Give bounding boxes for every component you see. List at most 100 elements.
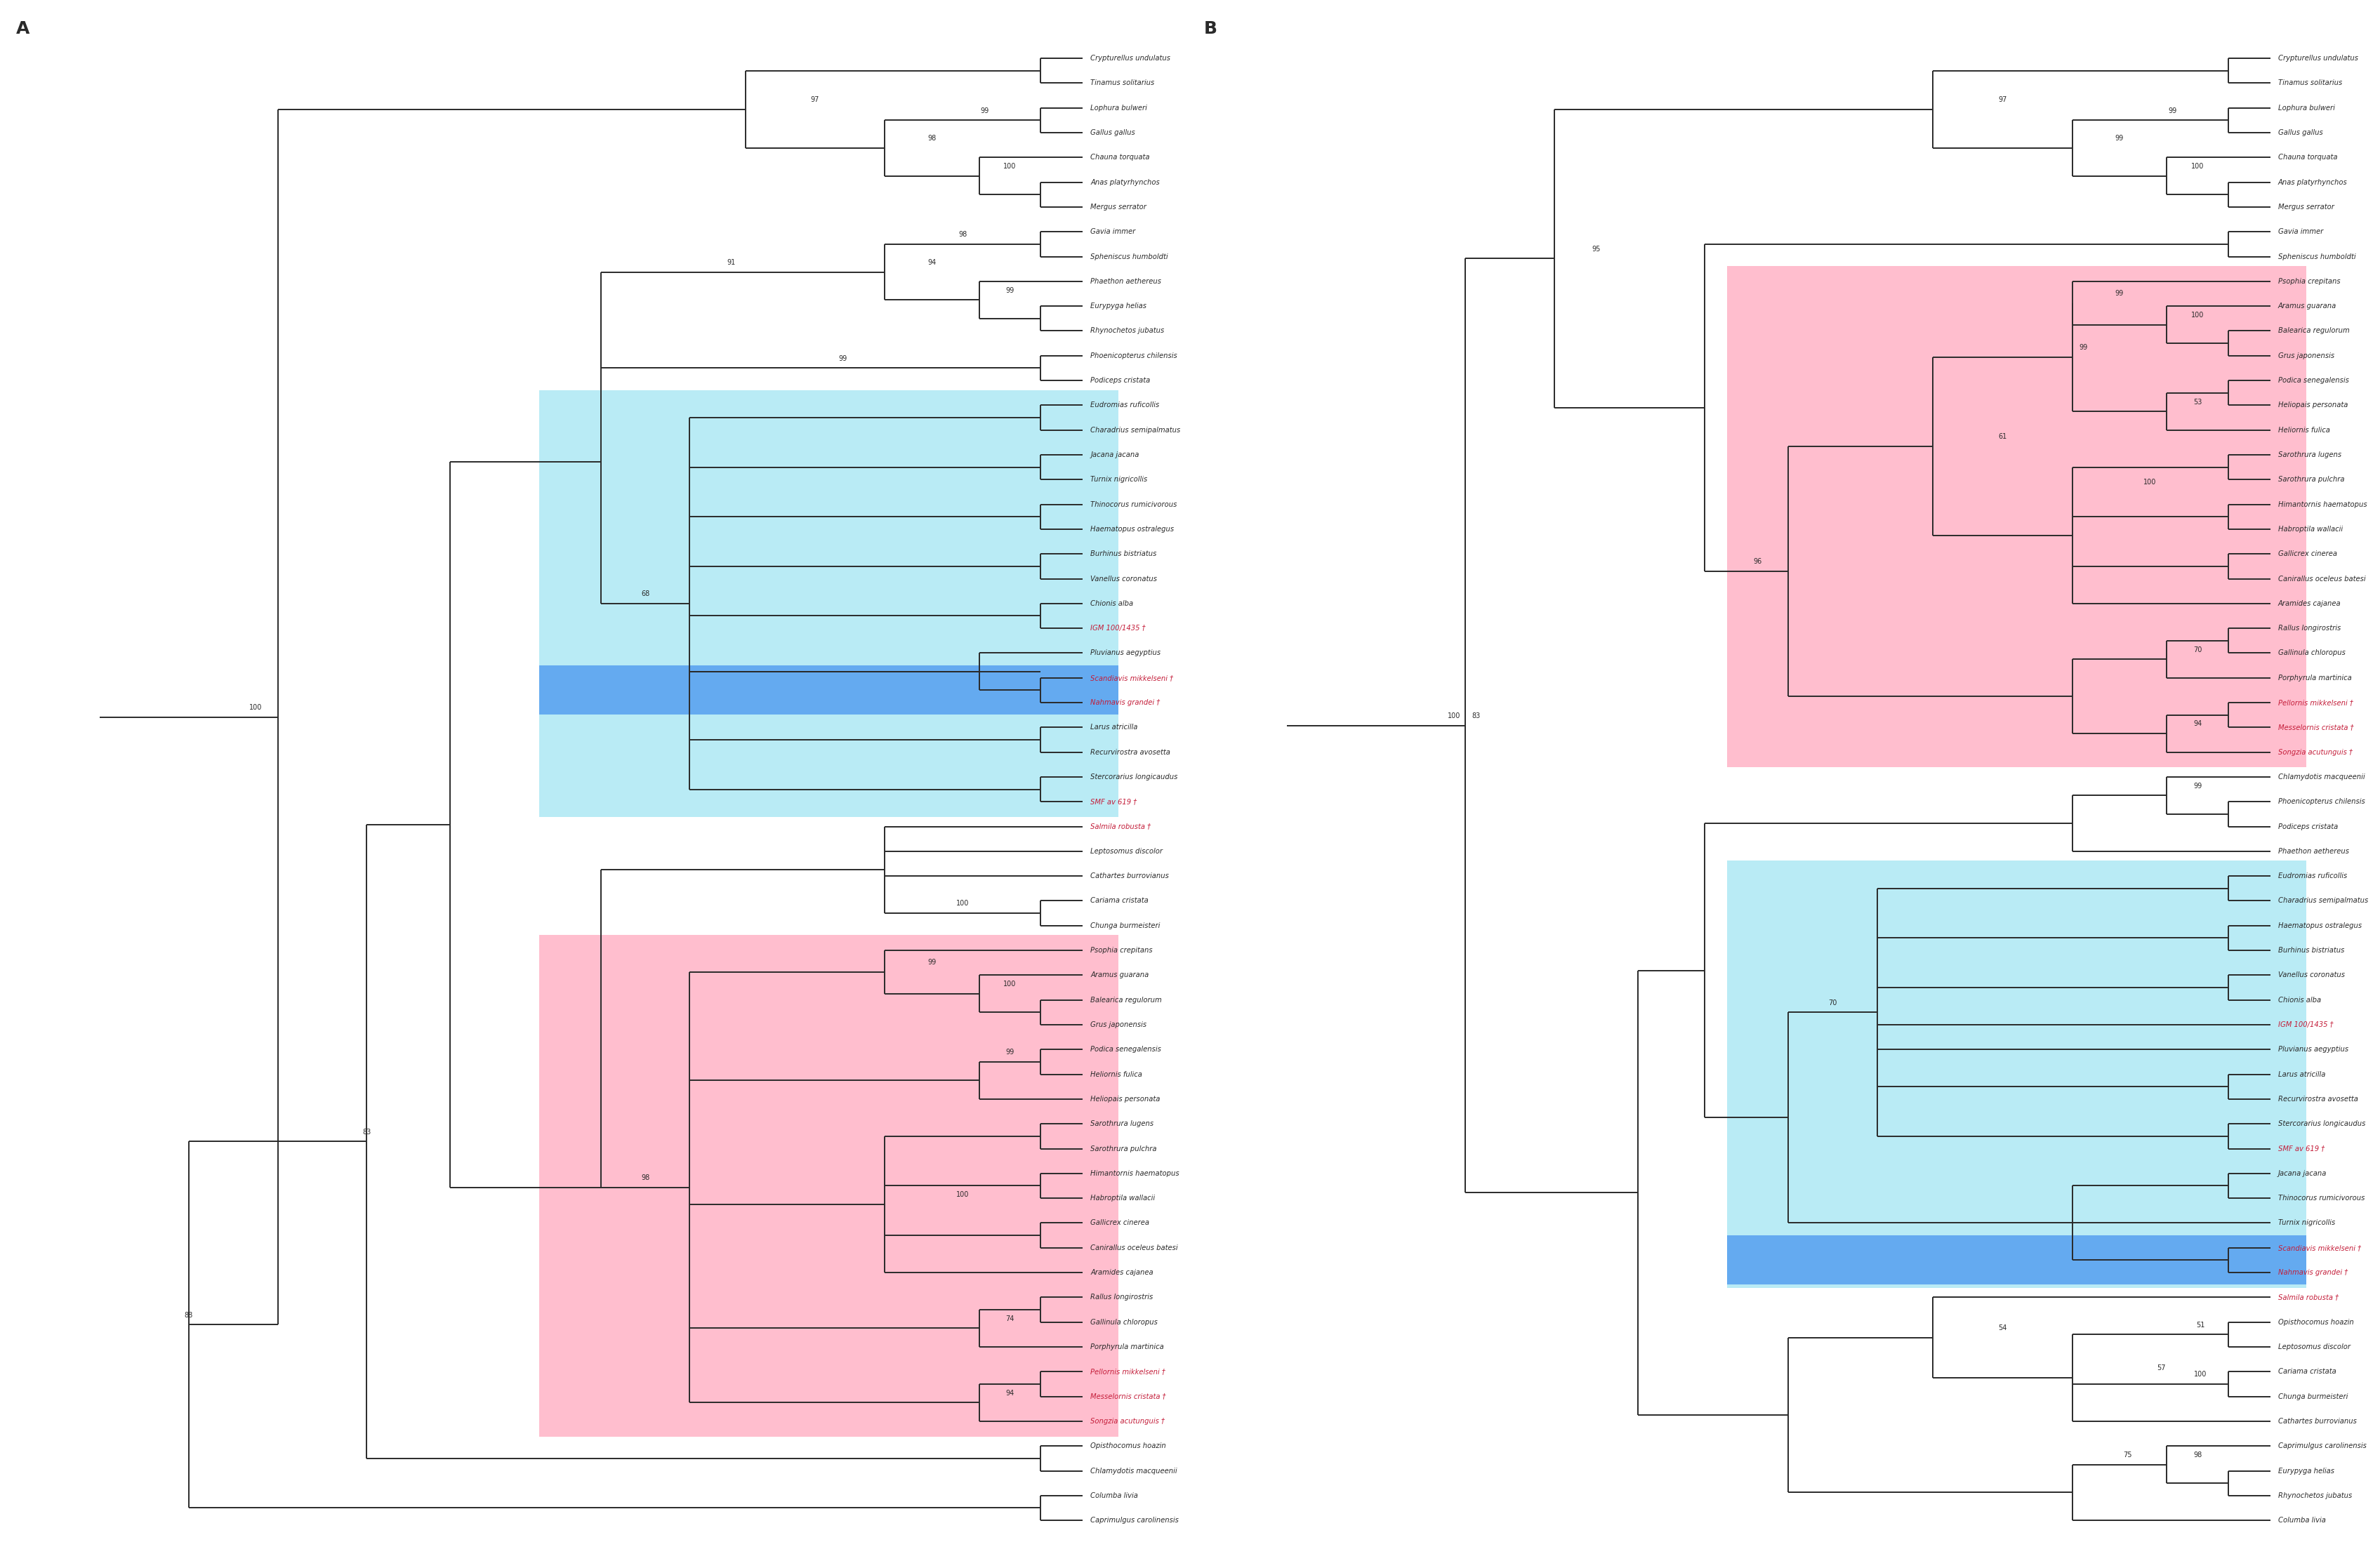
Bar — [1728, 267, 2306, 767]
Text: Rhynochetos jubatus: Rhynochetos jubatus — [1090, 328, 1164, 334]
Text: 68: 68 — [640, 591, 650, 597]
Text: Recurvirostra avosetta: Recurvirostra avosetta — [1090, 748, 1171, 756]
Text: IGM 100/1435 †: IGM 100/1435 † — [1090, 624, 1145, 632]
Text: 99: 99 — [2116, 135, 2123, 143]
Text: 83: 83 — [1473, 712, 1480, 720]
Text: 98: 98 — [928, 135, 935, 143]
Text: 70: 70 — [1828, 999, 1837, 1007]
Text: Leptosomus discolor: Leptosomus discolor — [1090, 848, 1164, 855]
Text: SMF av 619 †: SMF av 619 † — [2278, 1145, 2325, 1152]
Text: Anas platyrhynchos: Anas platyrhynchos — [1090, 179, 1159, 185]
Text: Crypturellus undulatus: Crypturellus undulatus — [1090, 55, 1171, 61]
Text: Mergus serrator: Mergus serrator — [1090, 204, 1147, 210]
Text: 88: 88 — [183, 1311, 193, 1319]
Text: Turnix nigricollis: Turnix nigricollis — [2278, 1220, 2335, 1226]
Text: Opisthocomus hoazin: Opisthocomus hoazin — [2278, 1319, 2354, 1325]
Text: Eurypyga helias: Eurypyga helias — [2278, 1468, 2335, 1474]
Text: 61: 61 — [1999, 433, 2006, 441]
Text: Phaethon aethereus: Phaethon aethereus — [2278, 848, 2349, 855]
Text: Himantornis haematopus: Himantornis haematopus — [1090, 1170, 1180, 1178]
Text: 94: 94 — [928, 259, 935, 267]
Text: Gavia immer: Gavia immer — [1090, 229, 1135, 235]
Text: Aramides cajanea: Aramides cajanea — [2278, 601, 2342, 607]
Text: 100: 100 — [250, 704, 262, 710]
Text: 99: 99 — [981, 107, 990, 114]
Text: Messelornis cristata †: Messelornis cristata † — [2278, 724, 2354, 731]
Text: Charadrius semipalmatus: Charadrius semipalmatus — [1090, 426, 1180, 433]
Text: 99: 99 — [2080, 343, 2087, 351]
Text: Nahmavis grandei †: Nahmavis grandei † — [1090, 699, 1161, 706]
Text: SMF av 619 †: SMF av 619 † — [1090, 798, 1138, 806]
Text: 100: 100 — [957, 900, 969, 908]
Text: Rhynochetos jubatus: Rhynochetos jubatus — [2278, 1493, 2351, 1499]
Text: 53: 53 — [2192, 398, 2202, 406]
Text: Podica senegalensis: Podica senegalensis — [1090, 1046, 1161, 1054]
Text: Burhinus bistriatus: Burhinus bistriatus — [1090, 550, 1157, 558]
Text: Aramus guarana: Aramus guarana — [1090, 972, 1150, 978]
Text: Recurvirostra avosetta: Recurvirostra avosetta — [2278, 1096, 2359, 1102]
Text: Porphyrula martinica: Porphyrula martinica — [2278, 674, 2351, 682]
Text: Heliopais personata: Heliopais personata — [2278, 401, 2349, 409]
Text: 100: 100 — [2194, 1370, 2206, 1378]
Text: 98: 98 — [959, 230, 966, 238]
Text: 99: 99 — [838, 354, 847, 362]
Text: 97: 97 — [812, 96, 819, 103]
Text: Rallus longirostris: Rallus longirostris — [1090, 1294, 1154, 1301]
Text: Spheniscus humboldti: Spheniscus humboldti — [2278, 252, 2356, 260]
Text: Haematopus ostralegus: Haematopus ostralegus — [2278, 922, 2361, 930]
Text: Chunga burmeisteri: Chunga burmeisteri — [1090, 922, 1161, 930]
Text: Gallicrex cinerea: Gallicrex cinerea — [1090, 1220, 1150, 1226]
Text: Cariama cristata: Cariama cristata — [1090, 897, 1150, 905]
Text: Eudromias ruficollis: Eudromias ruficollis — [1090, 401, 1159, 409]
Text: Mergus serrator: Mergus serrator — [2278, 204, 2335, 210]
Text: 100: 100 — [2192, 163, 2204, 169]
Text: 99: 99 — [1007, 1049, 1014, 1055]
Text: Pellornis mikkelseni †: Pellornis mikkelseni † — [2278, 699, 2354, 706]
Text: Sarothrura lugens: Sarothrura lugens — [1090, 1121, 1154, 1127]
Text: 94: 94 — [2192, 720, 2202, 728]
Text: Psophia crepitans: Psophia crepitans — [2278, 278, 2340, 285]
Text: Pellornis mikkelseni †: Pellornis mikkelseni † — [1090, 1369, 1166, 1375]
Text: Chionis alba: Chionis alba — [2278, 997, 2320, 1004]
Text: Cariama cristata: Cariama cristata — [2278, 1369, 2337, 1375]
Text: Phaethon aethereus: Phaethon aethereus — [1090, 278, 1161, 285]
Text: Gallicrex cinerea: Gallicrex cinerea — [2278, 550, 2337, 558]
Text: Chauna torquata: Chauna torquata — [2278, 154, 2337, 162]
Text: Eurypyga helias: Eurypyga helias — [1090, 303, 1147, 309]
Text: Cathartes burrovianus: Cathartes burrovianus — [1090, 872, 1169, 880]
Text: Chunga burmeisteri: Chunga burmeisteri — [2278, 1392, 2349, 1400]
Text: 51: 51 — [2197, 1322, 2204, 1328]
Text: Rallus longirostris: Rallus longirostris — [2278, 624, 2342, 632]
Text: 97: 97 — [1999, 96, 2006, 103]
Text: A: A — [17, 20, 29, 38]
Text: Canirallus oceleus batesi: Canirallus oceleus batesi — [2278, 575, 2366, 582]
Text: Habroptila wallacii: Habroptila wallacii — [2278, 525, 2342, 533]
Text: 98: 98 — [640, 1174, 650, 1181]
Text: 99: 99 — [2116, 290, 2123, 296]
Text: Scandiavis mikkelseni †: Scandiavis mikkelseni † — [2278, 1245, 2361, 1251]
Text: Eudromias ruficollis: Eudromias ruficollis — [2278, 872, 2347, 880]
Text: Lophura bulweri: Lophura bulweri — [2278, 105, 2335, 111]
Text: Larus atricilla: Larus atricilla — [1090, 724, 1138, 731]
Text: Thinocorus rumicivorous: Thinocorus rumicivorous — [1090, 500, 1178, 508]
Text: Podiceps cristata: Podiceps cristata — [1090, 376, 1150, 384]
Text: Gallinula chloropus: Gallinula chloropus — [1090, 1319, 1159, 1325]
Text: Burhinus bistriatus: Burhinus bistriatus — [2278, 947, 2344, 953]
Text: Podica senegalensis: Podica senegalensis — [2278, 376, 2349, 384]
Bar — [540, 935, 1119, 1436]
Text: Salmila robusta †: Salmila robusta † — [2278, 1294, 2340, 1301]
Text: Heliornis fulica: Heliornis fulica — [1090, 1071, 1142, 1077]
Text: Grus japonensis: Grus japonensis — [2278, 353, 2335, 359]
Text: Chlamydotis macqueenii: Chlamydotis macqueenii — [2278, 773, 2366, 781]
Text: Turnix nigricollis: Turnix nigricollis — [1090, 477, 1147, 483]
Text: Haematopus ostralegus: Haematopus ostralegus — [1090, 525, 1173, 533]
Text: Scandiavis mikkelseni †: Scandiavis mikkelseni † — [1090, 674, 1173, 682]
Bar — [540, 666, 1119, 715]
Text: Jacana jacana: Jacana jacana — [1090, 452, 1140, 458]
Text: Heliornis fulica: Heliornis fulica — [2278, 426, 2330, 433]
Text: 74: 74 — [1007, 1316, 1014, 1322]
Text: Lophura bulweri: Lophura bulweri — [1090, 105, 1147, 111]
Text: Vanellus coronatus: Vanellus coronatus — [2278, 972, 2344, 978]
Text: 100: 100 — [1004, 163, 1016, 169]
Text: Podiceps cristata: Podiceps cristata — [2278, 823, 2337, 829]
